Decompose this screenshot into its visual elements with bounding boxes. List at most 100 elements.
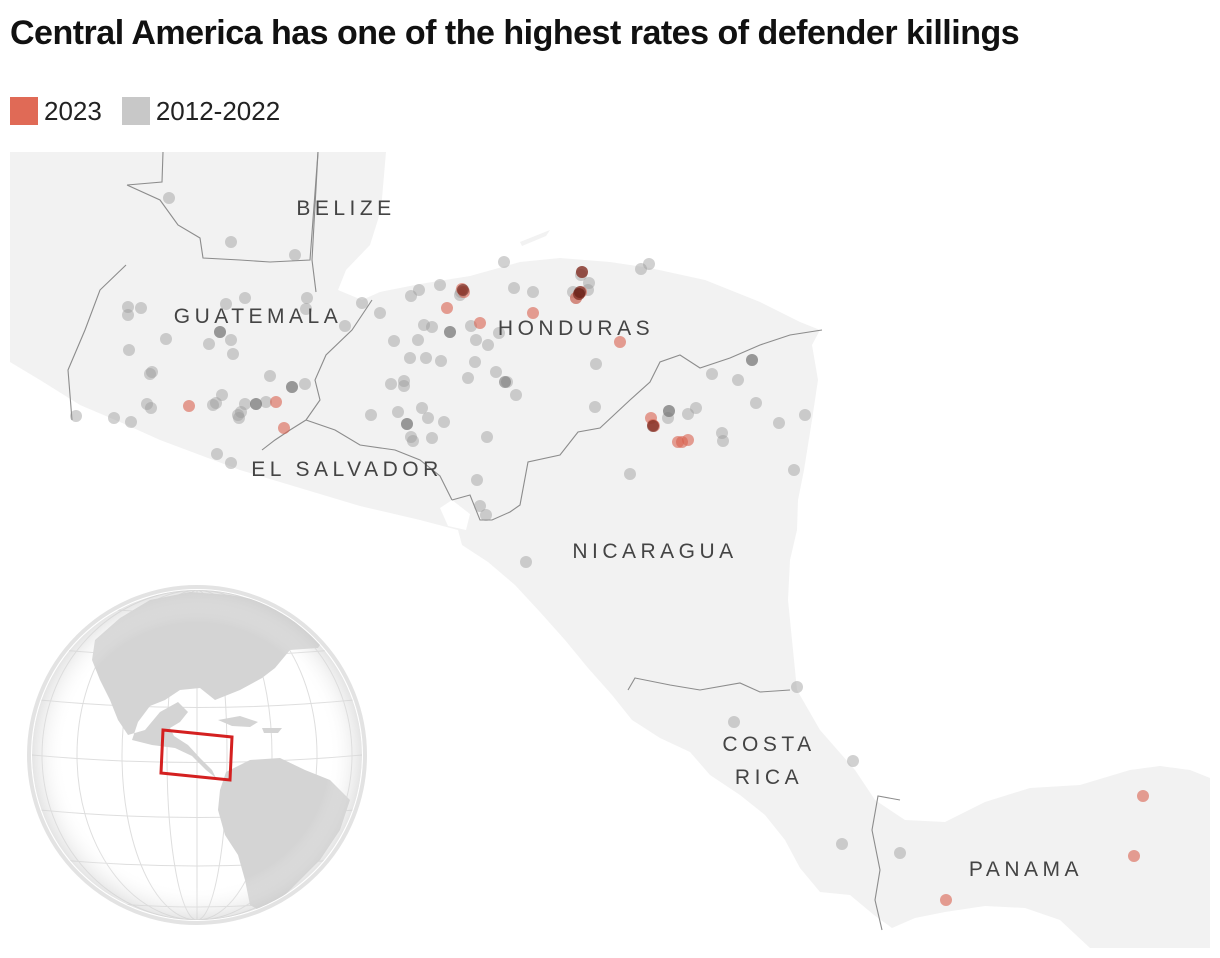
- land-mass: [10, 152, 1210, 948]
- legend-swatch-2023: [10, 97, 38, 125]
- border-mexico-guatemala: [126, 152, 319, 263]
- killing-point-2012-2022: [374, 307, 386, 319]
- killing-point-2012-2022: [392, 406, 404, 418]
- killing-point-2012-2022: [210, 397, 222, 409]
- killing-point-2012-2022: [480, 509, 492, 521]
- killing-point-2012-2022: [339, 320, 351, 332]
- killing-point-2012-2022: [203, 338, 215, 350]
- killing-point-2023: [278, 422, 290, 434]
- killing-point-2012-2022: [416, 402, 428, 414]
- killing-point-2012-2022: [301, 292, 313, 304]
- killing-point-2012-2022: [123, 344, 135, 356]
- killing-point-2012-2022: [225, 236, 237, 248]
- legend-label-2023: 2023: [44, 95, 102, 126]
- killing-point-2012-2022: [728, 716, 740, 728]
- killing-point-2012-2022: [160, 333, 172, 345]
- label-belize: BELIZE: [296, 197, 395, 220]
- gulf-of-fonseca: [440, 500, 470, 530]
- killing-point-2012-2022: [239, 398, 251, 410]
- killing-point-2012-2022: [232, 409, 244, 421]
- killing-point-2012-2022: [227, 348, 239, 360]
- killing-point-2023: [576, 266, 588, 278]
- border-guatemala-elsalvador: [261, 419, 307, 451]
- killing-point-2012-2022: [211, 448, 223, 460]
- killing-point-2012-2022: [435, 355, 447, 367]
- killing-point-2012-2022: [220, 298, 232, 310]
- killing-point-2012-2022: [434, 279, 446, 291]
- killing-point-2012-2022: [413, 284, 425, 296]
- killing-point-2012-2022: [404, 352, 416, 364]
- killing-point-2012-2022: [682, 408, 694, 420]
- killing-point-2012-2022: [717, 435, 729, 447]
- killing-point-2012-2022: [225, 457, 237, 469]
- border-guatemala-honduras: [305, 299, 373, 421]
- killing-point-2023: [614, 336, 626, 348]
- killing-point-2012-2022: [706, 368, 718, 380]
- killing-point-2012-2022: [799, 409, 811, 421]
- killing-point-2023: [647, 420, 659, 432]
- killing-point-2012-2022: [469, 356, 481, 368]
- killing-point-2012-2022: [493, 327, 505, 339]
- killing-point-2012-2022: [438, 416, 450, 428]
- killing-point-2012-2022: [746, 354, 758, 366]
- killing-point-2012-2022: [788, 464, 800, 476]
- border-guatemala-west: [67, 264, 127, 421]
- killing-point-2012-2022: [145, 402, 157, 414]
- killing-point-2012-2022: [144, 368, 156, 380]
- legend-label-2012-2022: 2012-2022: [155, 95, 281, 126]
- country-borders: [67, 152, 901, 931]
- killing-point-2012-2022: [260, 396, 272, 408]
- killing-point-2023: [441, 302, 453, 314]
- killing-point-2012-2022: [163, 192, 175, 204]
- killing-point-2023: [574, 286, 586, 298]
- killing-point-2012-2022: [214, 326, 226, 338]
- killing-point-2023: [527, 307, 539, 319]
- label-honduras: HONDURAS: [498, 317, 654, 340]
- killing-point-2012-2022: [264, 370, 276, 382]
- killing-point-2023: [474, 317, 486, 329]
- label-costa-rica: COSTA RICA: [722, 733, 815, 789]
- killing-point-2023: [270, 396, 282, 408]
- killing-point-2012-2022: [122, 309, 134, 321]
- label-guatemala: GUATEMALA: [174, 305, 342, 328]
- killing-point-2012-2022: [225, 334, 237, 346]
- killing-point-2012-2022: [470, 334, 482, 346]
- killing-point-2012-2022: [847, 755, 859, 767]
- killing-point-2012-2022: [643, 258, 655, 270]
- killing-point-2012-2022: [471, 474, 483, 486]
- killing-point-2012-2022: [398, 375, 410, 387]
- killing-point-2012-2022: [732, 374, 744, 386]
- killing-point-2012-2022: [388, 335, 400, 347]
- killing-point-2012-2022: [499, 376, 511, 388]
- killing-point-2012-2022: [490, 366, 502, 378]
- killing-point-2012-2022: [146, 366, 158, 378]
- killing-point-2012-2022: [690, 402, 702, 414]
- killing-point-2012-2022: [405, 431, 417, 443]
- killing-point-2012-2022: [527, 286, 539, 298]
- killing-point-2012-2022: [216, 389, 228, 401]
- border-costarica-panama: [871, 795, 901, 931]
- killing-point-2012-2022: [286, 381, 298, 393]
- killing-point-2012-2022: [300, 303, 312, 315]
- map-title: Central America has one of the highest r…: [10, 14, 1020, 52]
- killing-point-2023: [457, 284, 469, 296]
- killing-point-2012-2022: [401, 418, 413, 430]
- killing-point-2012-2022: [289, 249, 301, 261]
- killing-point-2012-2022: [299, 378, 311, 390]
- killing-point-2012-2022: [407, 435, 419, 447]
- killing-point-2012-2022: [398, 380, 410, 392]
- killing-point-2012-2022: [510, 389, 522, 401]
- killing-point-2012-2022: [70, 410, 82, 422]
- killings-2012-2022: [70, 192, 906, 859]
- killing-point-2012-2022: [716, 427, 728, 439]
- legend-item-2023: 2023: [10, 96, 102, 127]
- killing-point-2012-2022: [791, 681, 803, 693]
- killing-point-2012-2022: [135, 302, 147, 314]
- border-honduras-nicaragua: [451, 329, 823, 521]
- legend-item-2012-2022: 2012-2022: [121, 95, 281, 127]
- killing-point-2012-2022: [418, 319, 430, 331]
- killing-point-2012-2022: [235, 406, 247, 418]
- label-panama: PANAMA: [969, 858, 1083, 881]
- killing-point-2012-2022: [750, 397, 762, 409]
- killing-point-2012-2022: [405, 290, 417, 302]
